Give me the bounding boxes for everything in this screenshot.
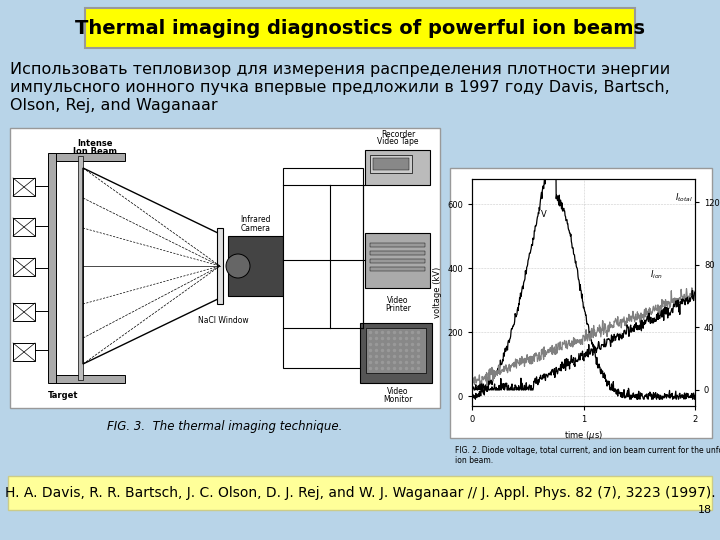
Bar (360, 323, 432, 383)
Bar (283, 168, 363, 368)
Bar (450, 168, 712, 438)
Bar (13, 218, 35, 236)
Text: $I_{total}$: $I_{total}$ (675, 192, 693, 204)
Text: Infrared: Infrared (240, 215, 271, 224)
Bar (13, 258, 35, 276)
Bar (217, 228, 223, 304)
Bar (13, 303, 35, 321)
Text: Video: Video (387, 296, 409, 305)
Bar (78, 156, 83, 380)
X-axis label: time ($\mu$s): time ($\mu$s) (564, 429, 603, 442)
Text: FIG. 3.  The thermal imaging technique.: FIG. 3. The thermal imaging technique. (107, 420, 343, 433)
Text: FIG. 2. Diode voltage, total current, and ion beam current for the unfocused: FIG. 2. Diode voltage, total current, an… (455, 446, 720, 455)
Text: Target: Target (48, 391, 78, 400)
Bar (365, 233, 430, 288)
Text: Thermal imaging diagnostics of powerful ion beams: Thermal imaging diagnostics of powerful … (75, 18, 645, 37)
Text: Olson, Rej, and Waganaar: Olson, Rej, and Waganaar (10, 98, 217, 113)
Text: импульсного ионного пучка впервые предложили в 1997 году Davis, Bartsch,: импульсного ионного пучка впервые предло… (10, 80, 670, 95)
Text: Printer: Printer (385, 304, 411, 313)
FancyBboxPatch shape (85, 8, 635, 48)
Bar (228, 236, 283, 296)
Circle shape (226, 254, 250, 278)
Text: Camera: Camera (240, 224, 271, 233)
Bar (373, 158, 409, 170)
Bar (370, 243, 425, 247)
Text: V: V (541, 210, 547, 219)
Text: Использовать тепловизор для измерения распределения плотности энергии: Использовать тепловизор для измерения ра… (10, 62, 670, 77)
Text: Monitor: Monitor (383, 395, 413, 404)
Bar (370, 259, 425, 263)
Text: ion beam.: ion beam. (455, 456, 493, 465)
Bar (370, 267, 425, 271)
Text: H. A. Davis, R. R. Bartsch, J. C. Olson, D. J. Rej, and W. J. Waganaar // J. App: H. A. Davis, R. R. Bartsch, J. C. Olson,… (5, 486, 715, 500)
Bar (370, 155, 412, 173)
Bar (13, 343, 35, 361)
Text: Video Tape: Video Tape (377, 137, 419, 146)
Bar (48, 153, 56, 383)
Text: Ion Beam: Ion Beam (73, 147, 117, 156)
Y-axis label: voltage (kV): voltage (kV) (433, 267, 442, 318)
Bar (370, 251, 425, 255)
Bar (50, 153, 125, 161)
FancyBboxPatch shape (8, 476, 712, 510)
Bar (13, 178, 35, 196)
Text: $I_{ion}$: $I_{ion}$ (650, 268, 663, 281)
Bar (365, 150, 430, 185)
Bar (366, 328, 426, 373)
Text: Recorder: Recorder (381, 130, 415, 139)
Text: 18: 18 (698, 505, 712, 515)
Text: Video: Video (387, 387, 409, 396)
Text: Intense: Intense (77, 139, 113, 148)
Text: NaCl Window: NaCl Window (198, 316, 248, 325)
Bar (50, 375, 125, 383)
Bar (10, 128, 440, 408)
